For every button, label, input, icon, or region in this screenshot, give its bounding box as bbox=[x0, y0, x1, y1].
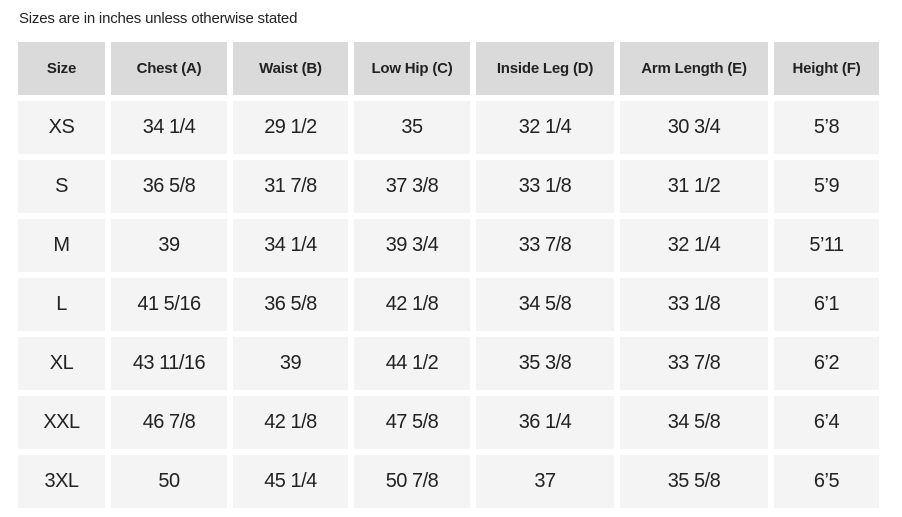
table-cell-inside-leg: 33 7/8 bbox=[476, 219, 614, 272]
table-cell-low-hip: 47 5/8 bbox=[354, 396, 470, 449]
column-header-size: Size bbox=[18, 42, 105, 95]
table-cell-inside-leg: 35 3/8 bbox=[476, 337, 614, 390]
table-cell-height: 6’1 bbox=[774, 278, 879, 331]
table-cell-size: L bbox=[18, 278, 105, 331]
table-cell-waist: 31 7/8 bbox=[233, 160, 348, 213]
table-cell-height: 5’11 bbox=[774, 219, 879, 272]
table-cell-chest: 50 bbox=[111, 455, 227, 508]
table-cell-chest: 36 5/8 bbox=[111, 160, 227, 213]
column-header-arm-length: Arm Length (E) bbox=[620, 42, 768, 95]
table-cell-inside-leg: 36 1/4 bbox=[476, 396, 614, 449]
table-cell-size: XS bbox=[18, 101, 105, 154]
column-header-height: Height (F) bbox=[774, 42, 879, 95]
table-cell-low-hip: 37 3/8 bbox=[354, 160, 470, 213]
table-cell-chest: 46 7/8 bbox=[111, 396, 227, 449]
column-header-waist: Waist (B) bbox=[233, 42, 348, 95]
size-chart-table: Size Chest (A) Waist (B) Low Hip (C) Ins… bbox=[18, 42, 879, 508]
table-cell-chest: 41 5/16 bbox=[111, 278, 227, 331]
table-cell-low-hip: 35 bbox=[354, 101, 470, 154]
table-cell-low-hip: 50 7/8 bbox=[354, 455, 470, 508]
table-cell-waist: 36 5/8 bbox=[233, 278, 348, 331]
table-cell-height: 6’5 bbox=[774, 455, 879, 508]
column-header-chest: Chest (A) bbox=[111, 42, 227, 95]
table-cell-arm-length: 31 1/2 bbox=[620, 160, 768, 213]
table-cell-arm-length: 33 1/8 bbox=[620, 278, 768, 331]
table-cell-waist: 29 1/2 bbox=[233, 101, 348, 154]
table-cell-inside-leg: 33 1/8 bbox=[476, 160, 614, 213]
table-cell-height: 6’4 bbox=[774, 396, 879, 449]
table-cell-arm-length: 33 7/8 bbox=[620, 337, 768, 390]
table-cell-inside-leg: 32 1/4 bbox=[476, 101, 614, 154]
table-cell-inside-leg: 37 bbox=[476, 455, 614, 508]
column-header-low-hip: Low Hip (C) bbox=[354, 42, 470, 95]
table-cell-waist: 39 bbox=[233, 337, 348, 390]
table-cell-chest: 34 1/4 bbox=[111, 101, 227, 154]
table-cell-low-hip: 42 1/8 bbox=[354, 278, 470, 331]
table-cell-size: M bbox=[18, 219, 105, 272]
column-header-inside-leg: Inside Leg (D) bbox=[476, 42, 614, 95]
table-cell-height: 5’8 bbox=[774, 101, 879, 154]
table-cell-arm-length: 32 1/4 bbox=[620, 219, 768, 272]
table-cell-arm-length: 35 5/8 bbox=[620, 455, 768, 508]
table-cell-arm-length: 34 5/8 bbox=[620, 396, 768, 449]
table-cell-low-hip: 39 3/4 bbox=[354, 219, 470, 272]
table-cell-waist: 45 1/4 bbox=[233, 455, 348, 508]
table-cell-size: XL bbox=[18, 337, 105, 390]
table-cell-inside-leg: 34 5/8 bbox=[476, 278, 614, 331]
table-cell-size: 3XL bbox=[18, 455, 105, 508]
table-cell-chest: 43 11/16 bbox=[111, 337, 227, 390]
table-cell-arm-length: 30 3/4 bbox=[620, 101, 768, 154]
table-cell-size: S bbox=[18, 160, 105, 213]
table-cell-waist: 34 1/4 bbox=[233, 219, 348, 272]
table-cell-size: XXL bbox=[18, 396, 105, 449]
table-cell-chest: 39 bbox=[111, 219, 227, 272]
table-cell-low-hip: 44 1/2 bbox=[354, 337, 470, 390]
table-cell-height: 6’2 bbox=[774, 337, 879, 390]
table-cell-waist: 42 1/8 bbox=[233, 396, 348, 449]
table-cell-height: 5’9 bbox=[774, 160, 879, 213]
size-note: Sizes are in inches unless otherwise sta… bbox=[19, 10, 298, 27]
